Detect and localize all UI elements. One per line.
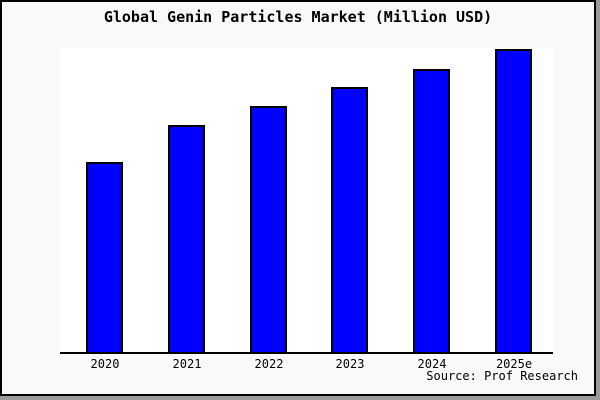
x-tick-label-2024: 2024 bbox=[417, 357, 447, 371]
bar-2023 bbox=[331, 87, 368, 352]
x-tick-label-2025e: 2025e bbox=[495, 357, 533, 371]
x-tick-label-2022: 2022 bbox=[254, 357, 284, 371]
bar-2021 bbox=[168, 125, 205, 352]
chart-title: Global Genin Particles Market (Million U… bbox=[103, 8, 493, 26]
plot-area bbox=[60, 48, 553, 354]
bar-2020 bbox=[86, 162, 123, 352]
x-tick-label-2020: 2020 bbox=[90, 357, 120, 371]
bar-2022 bbox=[250, 106, 287, 352]
bar-2025e bbox=[495, 49, 532, 352]
bar-2024 bbox=[413, 69, 450, 352]
source-note: Source: Prof Research bbox=[426, 369, 578, 383]
x-tick-label-2023: 2023 bbox=[335, 357, 365, 371]
x-tick-label-2021: 2021 bbox=[172, 357, 202, 371]
